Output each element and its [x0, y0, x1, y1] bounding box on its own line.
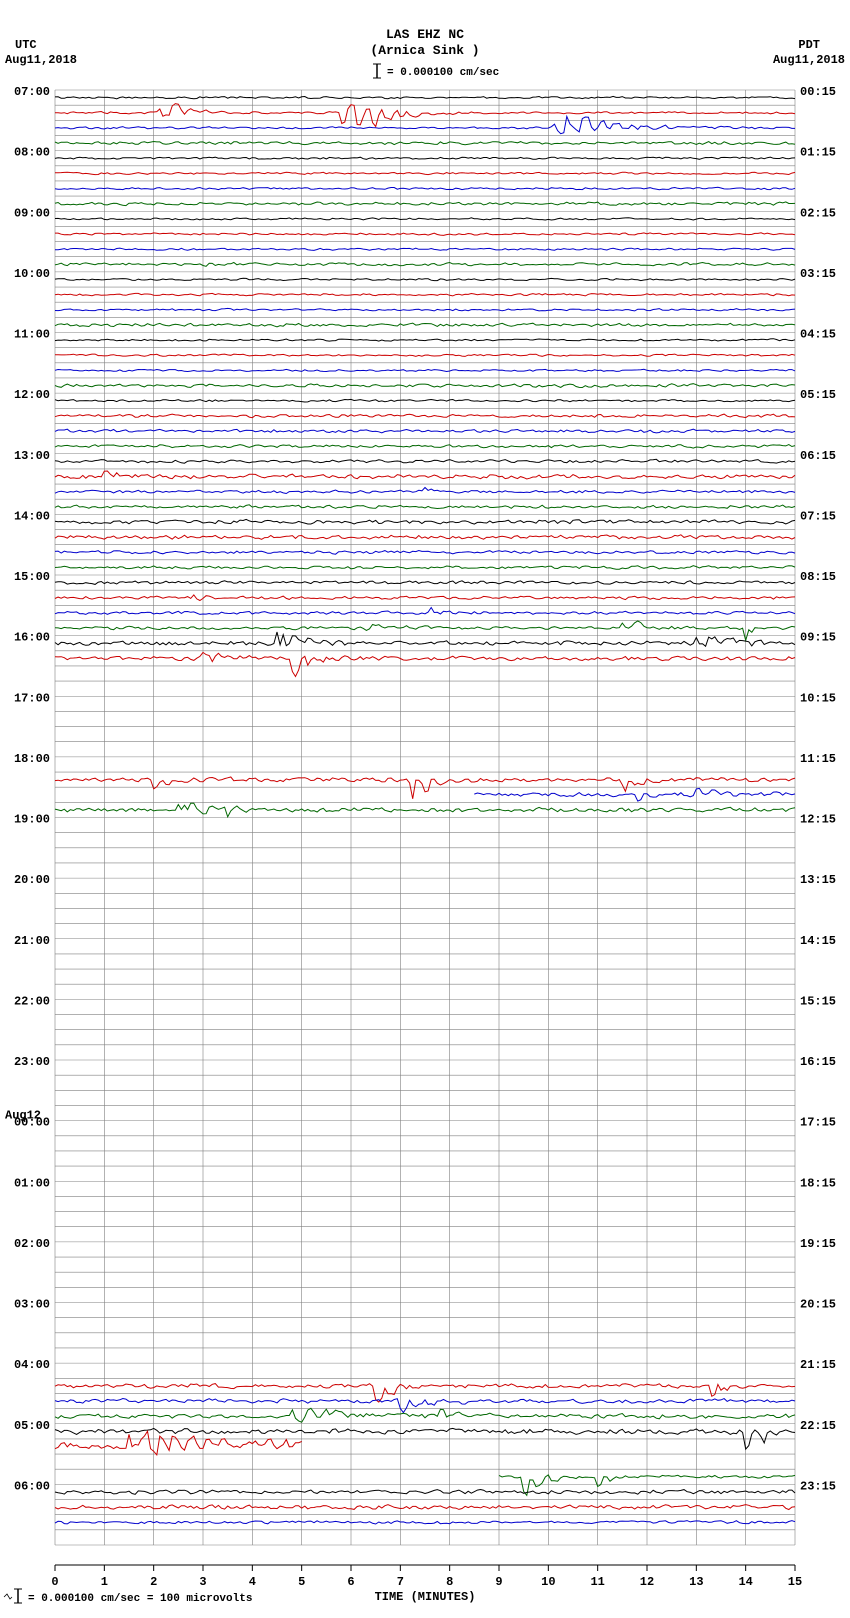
right-hour-label: 01:15 — [800, 146, 836, 160]
left-hour-label: 03:00 — [14, 1298, 50, 1312]
left-hour-label: 06:00 — [14, 1479, 50, 1493]
right-hour-label: 00:15 — [800, 85, 836, 99]
x-tick-label: 2 — [150, 1575, 157, 1589]
left-hour-label: 04:00 — [14, 1358, 50, 1372]
left-hour-label: 17:00 — [14, 691, 50, 705]
right-hour-label: 18:15 — [800, 1176, 836, 1190]
left-hour-label: 01:00 — [14, 1176, 50, 1190]
right-hour-label: 02:15 — [800, 206, 836, 220]
right-hour-label: 21:15 — [800, 1358, 836, 1372]
x-tick-label: 0 — [51, 1575, 58, 1589]
x-tick-label: 14 — [738, 1575, 752, 1589]
right-date: Aug11,2018 — [773, 53, 845, 67]
x-tick-label: 10 — [541, 1575, 555, 1589]
left-hour-label: 09:00 — [14, 206, 50, 220]
right-hour-label: 08:15 — [800, 570, 836, 584]
x-tick-label: 11 — [590, 1575, 604, 1589]
right-hour-label: 17:15 — [800, 1116, 836, 1130]
x-tick-label: 7 — [397, 1575, 404, 1589]
right-hour-label: 04:15 — [800, 328, 836, 342]
left-date: Aug11,2018 — [5, 53, 77, 67]
right-hour-label: 05:15 — [800, 388, 836, 402]
left-hour-label: 08:00 — [14, 146, 50, 160]
xaxis-label: TIME (MINUTES) — [375, 1590, 476, 1604]
right-hour-label: 13:15 — [800, 873, 836, 887]
x-tick-label: 12 — [640, 1575, 654, 1589]
right-hour-label: 19:15 — [800, 1237, 836, 1251]
left-tz: UTC — [15, 38, 37, 52]
left-hour-label: 05:00 — [14, 1419, 50, 1433]
x-tick-label: 4 — [249, 1575, 256, 1589]
left-hour-label: 18:00 — [14, 752, 50, 766]
right-hour-label: 16:15 — [800, 1055, 836, 1069]
left-hour-label: 16:00 — [14, 631, 50, 645]
left-hour-label: 21:00 — [14, 934, 50, 948]
seismogram-container: LAS EHZ NC(Arnica Sink ) = 0.000100 cm/se… — [0, 0, 850, 1613]
station-code: LAS EHZ NC — [386, 27, 464, 42]
left-hour-label: 07:00 — [14, 85, 50, 99]
scale-text: = 0.000100 cm/sec — [387, 67, 499, 79]
x-tick-label: 3 — [199, 1575, 206, 1589]
left-hour-label: 13:00 — [14, 449, 50, 463]
right-hour-label: 07:15 — [800, 509, 836, 523]
x-tick-label: 8 — [446, 1575, 453, 1589]
seismogram-plot: LAS EHZ NC(Arnica Sink ) = 0.000100 cm/se… — [0, 0, 850, 1613]
right-hour-label: 23:15 — [800, 1479, 836, 1493]
left-hour-label: 14:00 — [14, 509, 50, 523]
left-hour-label: 22:00 — [14, 994, 50, 1008]
left-hour-label: 15:00 — [14, 570, 50, 584]
right-hour-label: 12:15 — [800, 813, 836, 827]
right-hour-label: 03:15 — [800, 267, 836, 281]
station-name: (Arnica Sink ) — [370, 43, 479, 58]
left-hour-label: 10:00 — [14, 267, 50, 281]
right-hour-label: 11:15 — [800, 752, 836, 766]
left-hour-label: 00:00 — [14, 1116, 50, 1130]
x-tick-label: 13 — [689, 1575, 703, 1589]
x-tick-label: 5 — [298, 1575, 305, 1589]
right-hour-label: 20:15 — [800, 1298, 836, 1312]
right-hour-label: 09:15 — [800, 631, 836, 645]
x-tick-label: 6 — [347, 1575, 354, 1589]
left-hour-label: 12:00 — [14, 388, 50, 402]
left-hour-label: 02:00 — [14, 1237, 50, 1251]
left-hour-label: 11:00 — [14, 328, 50, 342]
left-hour-label: 20:00 — [14, 873, 50, 887]
right-hour-label: 22:15 — [800, 1419, 836, 1433]
left-hour-label: 23:00 — [14, 1055, 50, 1069]
x-tick-label: 1 — [101, 1575, 108, 1589]
x-tick-label: 15 — [788, 1575, 802, 1589]
right-tz: PDT — [798, 38, 820, 52]
left-hour-label: 19:00 — [14, 813, 50, 827]
right-hour-label: 15:15 — [800, 994, 836, 1008]
footer-scale-text: = 0.000100 cm/sec = 100 microvolts — [28, 1593, 252, 1605]
right-hour-label: 06:15 — [800, 449, 836, 463]
x-tick-label: 9 — [495, 1575, 502, 1589]
right-hour-label: 14:15 — [800, 934, 836, 948]
right-hour-label: 10:15 — [800, 691, 836, 705]
